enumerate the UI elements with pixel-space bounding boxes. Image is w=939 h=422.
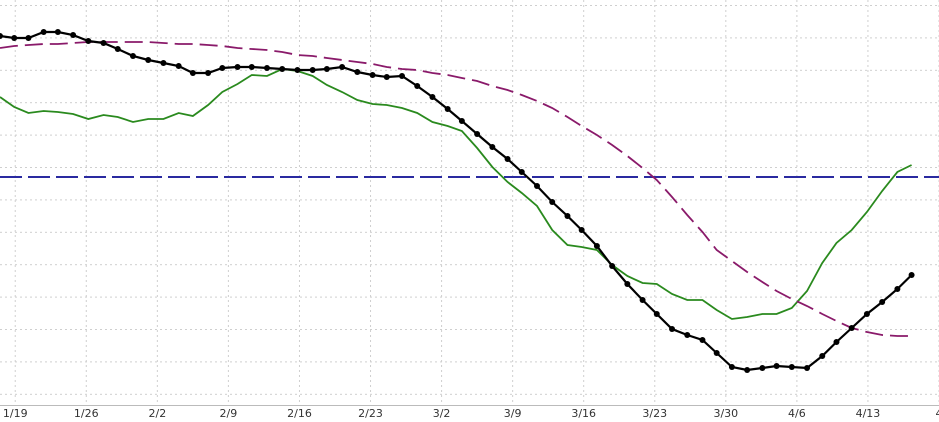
data-point: [205, 70, 212, 76]
data-point: [398, 73, 405, 79]
data-point: [114, 46, 121, 52]
data-point: [713, 350, 720, 356]
data-point: [534, 183, 541, 189]
data-point: [248, 64, 255, 70]
x-tick-label: 3/9: [504, 407, 522, 420]
data-point: [578, 227, 585, 233]
x-tick-label: 3/2: [433, 407, 451, 420]
data-point: [458, 118, 465, 124]
data-point: [383, 74, 390, 80]
data-point: [145, 57, 152, 63]
x-tick-label: 3/23: [642, 407, 667, 420]
data-point: [54, 29, 61, 35]
data-point: [684, 332, 691, 338]
data-point: [639, 297, 646, 303]
data-point: [549, 199, 556, 205]
data-point: [609, 263, 616, 269]
data-point: [429, 94, 436, 100]
data-point: [279, 66, 286, 72]
data-point: [25, 35, 32, 41]
data-point: [819, 353, 826, 359]
data-point: [0, 33, 3, 39]
data-point: [894, 286, 901, 292]
data-point: [40, 29, 47, 35]
x-tick-label: 2/16: [287, 407, 312, 420]
data-point: [624, 281, 631, 287]
x-tick-label: 4/6: [788, 407, 806, 420]
series-line: [0, 41, 912, 337]
data-point: [294, 67, 301, 73]
data-point: [129, 53, 136, 59]
data-point: [175, 63, 182, 69]
x-tick-label: 4: [936, 407, 939, 420]
x-tick-label: 3/16: [571, 407, 596, 420]
data-point: [444, 106, 451, 112]
data-point: [100, 40, 107, 46]
data-point: [773, 363, 780, 369]
data-point: [219, 65, 226, 71]
data-point: [489, 144, 496, 150]
data-point: [414, 83, 421, 89]
data-point: [474, 131, 481, 137]
data-point: [309, 67, 316, 73]
data-point: [863, 311, 870, 317]
data-point: [160, 60, 167, 66]
data-point: [833, 339, 840, 345]
x-tick-label: 2/2: [148, 407, 166, 420]
data-point: [744, 367, 751, 373]
series-line: [0, 68, 912, 320]
data-point: [504, 156, 511, 162]
data-point: [669, 326, 676, 332]
data-point: [70, 32, 77, 38]
data-point: [699, 337, 706, 343]
data-point: [564, 213, 571, 219]
data-point: [85, 38, 92, 44]
x-tick-label: 3/30: [713, 407, 738, 420]
data-point: [908, 272, 915, 278]
data-point: [189, 70, 196, 76]
data-point: [518, 169, 525, 175]
data-point: [369, 72, 376, 78]
data-point: [354, 69, 361, 75]
data-point: [323, 66, 330, 72]
data-point: [593, 243, 600, 249]
x-tick-label: 2/23: [358, 407, 383, 420]
data-point: [653, 311, 660, 317]
data-point: [339, 64, 346, 70]
data-point: [263, 65, 270, 71]
data-point: [879, 299, 886, 305]
data-point: [11, 35, 18, 41]
x-tick-label: 4/13: [856, 407, 881, 420]
x-tick-label: 1/26: [74, 407, 99, 420]
data-point: [848, 325, 855, 331]
data-point: [728, 364, 735, 370]
data-point: [788, 364, 795, 370]
x-tick-label: 1/19: [3, 407, 28, 420]
data-point: [234, 64, 241, 70]
grid-background: [0, 0, 939, 405]
data-point: [804, 365, 811, 371]
data-point: [759, 365, 766, 371]
x-tick-label: 2/9: [220, 407, 238, 420]
